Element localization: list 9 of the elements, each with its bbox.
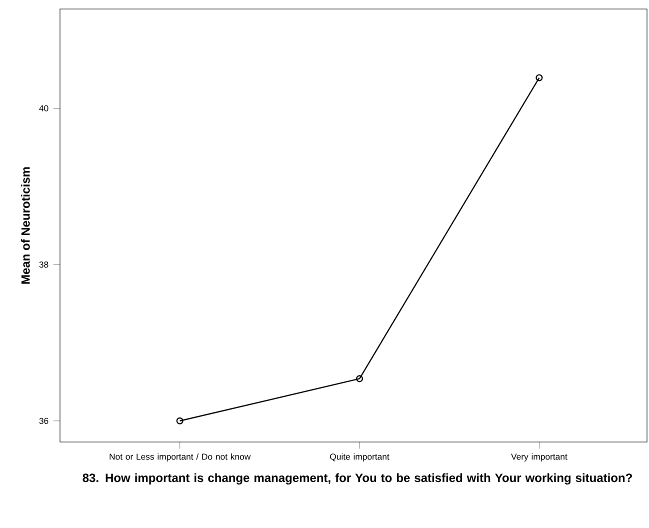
x-tick-label: Very important [511, 453, 568, 462]
point [356, 375, 364, 382]
x-tick-label: Not or Less important / Do not know [110, 453, 251, 462]
y-tick-label: 38 [39, 262, 48, 268]
x-tick-label: Quite important [330, 453, 390, 462]
x-axis-title: 83. How important is change management, for You to be satisfied with Your working situation? [82, 473, 632, 485]
y-tick-label: 40 [39, 105, 48, 112]
y-axis-title: Mean of Neuroticism [21, 167, 30, 284]
y-tick-label: 36 [39, 418, 48, 424]
